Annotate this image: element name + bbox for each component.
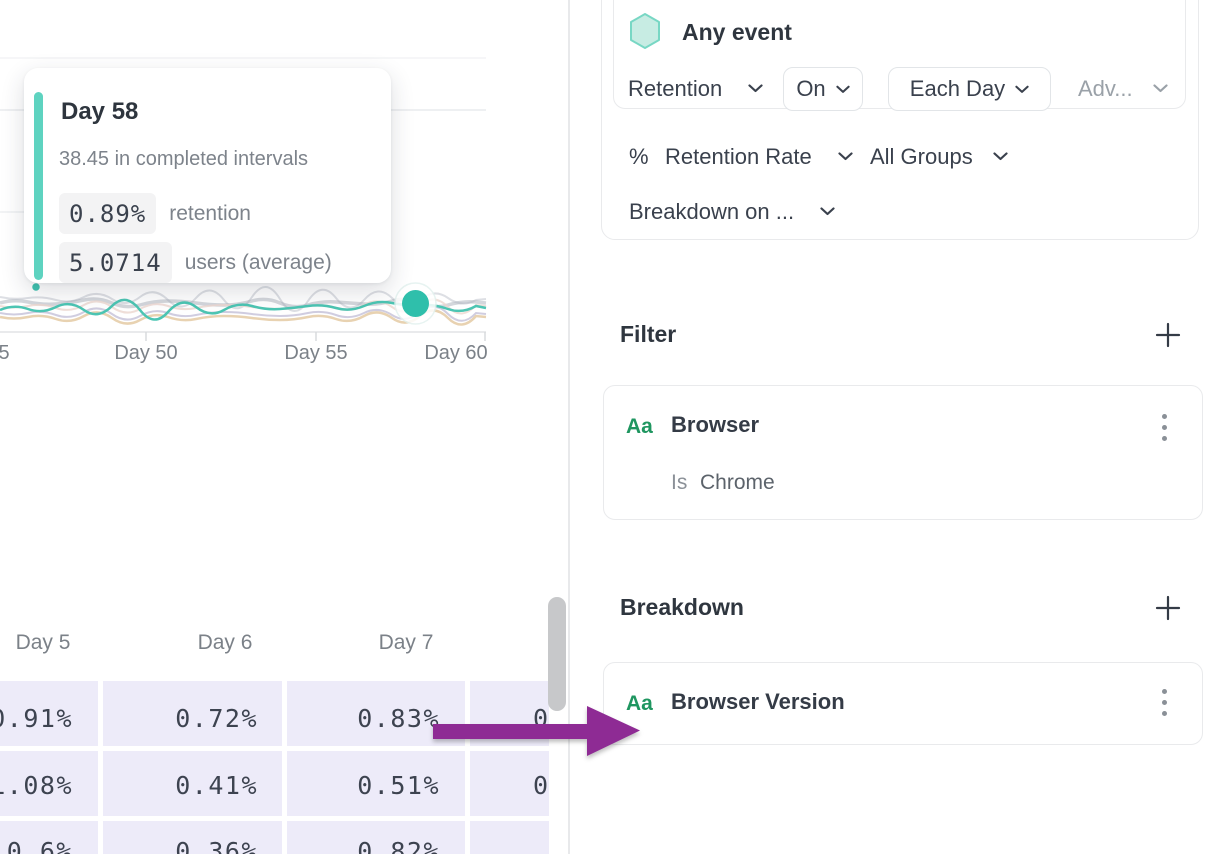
on-dropdown-label: On — [796, 76, 826, 101]
chevron-down-icon — [1015, 85, 1029, 94]
retention-cell-value: 0.36% — [175, 837, 258, 854]
retention-cell-value: 0 — [533, 771, 550, 800]
text-property-type-icon: Aa — [626, 415, 653, 438]
pane-divider — [568, 0, 570, 854]
kebab-menu-icon[interactable] — [1160, 687, 1169, 718]
filter-operator[interactable]: Is — [671, 471, 688, 494]
metric-dropdown[interactable]: Retention Rate — [665, 144, 812, 169]
table-cell[interactable] — [0, 681, 98, 746]
table-cell[interactable] — [470, 751, 549, 816]
add-filter-button[interactable] — [1155, 322, 1181, 348]
table-cell[interactable] — [287, 751, 465, 816]
interval-dropdown-label: Each Day — [909, 76, 1006, 101]
metric-type-icon: % — [629, 144, 649, 169]
tooltip-accent-bar — [34, 92, 43, 280]
table-cell[interactable] — [103, 751, 282, 816]
chevron-down-icon[interactable] — [993, 152, 1008, 161]
retention-cell-value: 0.82% — [357, 837, 440, 854]
on-dropdown[interactable]: On — [783, 67, 863, 111]
breakdown-heading: Breakdown — [620, 594, 744, 620]
x-axis-label: 5 — [0, 342, 10, 364]
retention-value-label: retention — [169, 201, 251, 225]
retention-cell-value: 0.91% — [0, 704, 73, 733]
tooltip-title: Day 58 — [61, 98, 139, 125]
retention-cell-value: 0.51% — [357, 771, 440, 800]
table-cell[interactable] — [0, 751, 98, 816]
chevron-down-icon[interactable] — [748, 84, 763, 93]
cohort-line — [0, 305, 487, 322]
breakdown-item-card[interactable] — [603, 662, 1203, 745]
table-cell[interactable] — [287, 821, 465, 854]
advanced-dropdown[interactable]: Adv... — [1078, 76, 1133, 101]
retention-cell-value: 1.08% — [0, 771, 73, 800]
table-cell[interactable] — [103, 681, 282, 746]
filter-property-name[interactable]: Browser — [671, 412, 760, 437]
retention-cell-value: 0.83% — [357, 704, 440, 733]
table-cell[interactable] — [103, 821, 282, 854]
vertical-scrollbar[interactable] — [548, 597, 566, 711]
users-value-label: users (average) — [184, 250, 332, 274]
table-cell[interactable] — [0, 821, 98, 854]
filter-value[interactable]: Chrome — [700, 471, 775, 494]
users-value-pill: 5.0714 — [59, 242, 172, 283]
chart-tooltip: Day 58 38.45 in completed intervals 0.89… — [24, 68, 391, 283]
x-axis-label: Day 55 — [284, 342, 348, 364]
breakdown-property-name[interactable]: Browser Version — [671, 689, 845, 714]
retention-cell-value: 0.6% — [6, 837, 73, 854]
retention-cell-value: 0.41% — [175, 771, 258, 800]
filter-heading: Filter — [620, 321, 677, 347]
kebab-menu-icon[interactable] — [1160, 412, 1169, 443]
x-axis-label: Day 50 — [114, 342, 178, 364]
retention-line-chart[interactable] — [0, 0, 568, 380]
tooltip-subtitle: 38.45 in completed intervals — [59, 148, 309, 170]
chevron-down-icon[interactable] — [1153, 84, 1168, 93]
retention-value-pill: 0.89% — [59, 193, 157, 234]
column-header-day5: Day 5 — [15, 631, 71, 654]
report-canvas-pane: 5 Day 50 Day 55 Day 60 Day 58 38.45 in c… — [0, 0, 570, 854]
event-name[interactable]: Any event — [682, 19, 792, 45]
chevron-down-icon — [836, 85, 850, 94]
column-header-day6: Day 6 — [197, 631, 253, 654]
data-point-marker — [30, 281, 42, 293]
query-builder-panel: Any event Retention On Each Day Adv... %… — [570, 0, 1222, 854]
chevron-down-icon[interactable] — [838, 152, 853, 161]
interval-dropdown[interactable]: Each Day — [888, 67, 1051, 111]
x-axis-label: Day 60 — [424, 342, 488, 364]
highlighted-data-point[interactable] — [402, 290, 429, 317]
text-property-type-icon: Aa — [626, 692, 653, 715]
breakdown-on-dropdown[interactable]: Breakdown on ... — [629, 199, 795, 224]
groups-dropdown[interactable]: All Groups — [870, 144, 973, 169]
event-hexagon-icon — [630, 13, 660, 49]
chevron-down-icon[interactable] — [820, 207, 835, 216]
filter-item-card[interactable] — [603, 385, 1203, 520]
table-cell[interactable] — [470, 821, 549, 854]
cohort-line — [0, 309, 487, 326]
retention-dropdown[interactable]: Retention — [628, 76, 723, 101]
column-header-day7: Day 7 — [378, 631, 434, 654]
retention-cell-value: 0.72% — [175, 704, 258, 733]
add-breakdown-button[interactable] — [1155, 595, 1181, 621]
